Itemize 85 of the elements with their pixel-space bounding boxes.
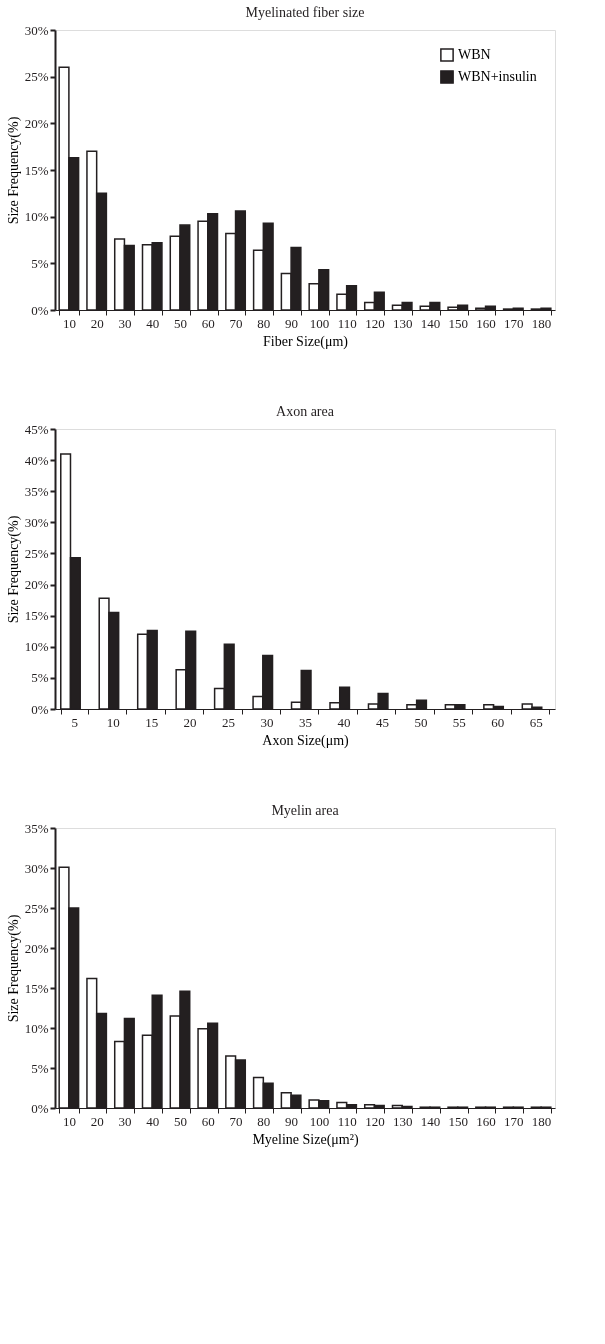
- y-tick-label: 15%: [24, 980, 49, 996]
- x-tick-label: 90: [285, 315, 299, 331]
- chart-title: Axon area: [276, 404, 335, 419]
- x-tick-label: 10: [62, 315, 76, 331]
- x-tick-label: 120: [365, 1113, 385, 1129]
- x-tick-label: 180: [531, 1113, 552, 1129]
- y-tick-label: 25%: [24, 545, 49, 561]
- y-tick-label: 25%: [24, 900, 49, 916]
- x-tick-label: 130: [392, 315, 413, 331]
- y-tick-label: 35%: [24, 820, 49, 836]
- y-axis-title: Size Frequency(%): [5, 116, 22, 225]
- x-tick-label: 5: [71, 714, 78, 730]
- legend-label: WBN: [458, 47, 491, 62]
- x-tick-label: 25: [222, 714, 236, 730]
- x-axis-title: Axon Size(μm): [262, 732, 350, 749]
- y-tick-label: 30%: [24, 22, 49, 38]
- y-tick-label: 5%: [31, 1060, 49, 1076]
- y-tick-label: 25%: [24, 69, 49, 85]
- x-tick-label: 70: [229, 1113, 243, 1129]
- x-tick-label: 140: [420, 1113, 441, 1129]
- x-tick-label: 60: [201, 315, 215, 331]
- x-tick-label: 100: [309, 315, 330, 331]
- x-tick-label: 110: [337, 1113, 357, 1129]
- y-tick-label: 20%: [24, 577, 49, 593]
- x-tick-label: 65: [529, 714, 543, 730]
- y-tick-label: 40%: [24, 452, 49, 468]
- y-tick-label: 5%: [31, 670, 49, 686]
- x-tick-label: 160: [476, 1113, 496, 1129]
- x-tick-label: 80: [257, 315, 271, 331]
- y-tick-label: 30%: [24, 514, 49, 530]
- x-tick-label: 60: [201, 1113, 215, 1129]
- x-tick-label: 45: [375, 714, 389, 730]
- y-axis-title: Size Frequency(%): [5, 515, 22, 624]
- x-axis-title: Fiber Size(μm): [263, 333, 349, 350]
- x-tick-label: 130: [392, 1113, 413, 1129]
- x-tick-label: 180: [531, 315, 552, 331]
- x-tick-label: 150: [448, 1113, 469, 1129]
- y-tick-label: 15%: [24, 608, 49, 624]
- legend-label: WBN+insulin: [458, 69, 537, 84]
- x-tick-label: 40: [146, 315, 160, 331]
- x-tick-label: 50: [414, 714, 428, 730]
- y-tick-label: 35%: [24, 483, 49, 499]
- x-tick-label: 50: [174, 1113, 187, 1129]
- chart-title: Myelin area: [271, 803, 340, 818]
- x-tick-label: 20: [90, 315, 104, 331]
- y-tick-label: 30%: [24, 860, 49, 876]
- x-tick-label: 100: [309, 1113, 330, 1129]
- x-tick-label: 20: [90, 1113, 104, 1129]
- x-tick-label: 120: [365, 315, 385, 331]
- y-tick-label: 0%: [31, 1100, 49, 1116]
- y-tick-label: 0%: [31, 302, 49, 318]
- y-tick-label: 20%: [24, 940, 49, 956]
- x-tick-label: 15: [145, 714, 159, 730]
- chart-title: Myelinated fiber size: [245, 5, 365, 20]
- x-tick-label: 160: [476, 315, 496, 331]
- x-tick-label: 40: [146, 1113, 160, 1129]
- x-tick-label: 110: [337, 315, 357, 331]
- y-tick-label: 20%: [24, 115, 49, 131]
- x-tick-label: 150: [448, 315, 469, 331]
- x-tick-label: 170: [504, 1113, 524, 1129]
- x-tick-label: 70: [229, 315, 243, 331]
- x-tick-label: 55: [452, 714, 466, 730]
- x-tick-label: 30: [260, 714, 274, 730]
- y-tick-label: 45%: [24, 421, 49, 437]
- x-tick-label: 30: [118, 315, 132, 331]
- x-tick-label: 10: [106, 714, 120, 730]
- x-tick-label: 35: [299, 714, 312, 730]
- y-tick-label: 5%: [31, 255, 49, 271]
- x-tick-label: 10: [62, 1113, 76, 1129]
- y-tick-label: 15%: [24, 162, 49, 178]
- x-tick-label: 140: [420, 315, 441, 331]
- x-tick-label: 20: [183, 714, 197, 730]
- y-tick-label: 10%: [24, 1020, 49, 1036]
- x-tick-label: 30: [118, 1113, 132, 1129]
- y-tick-label: 10%: [24, 209, 49, 225]
- x-tick-label: 40: [337, 714, 351, 730]
- x-tick-label: 60: [491, 714, 505, 730]
- y-axis-title: Size Frequency(%): [5, 914, 22, 1023]
- y-tick-label: 10%: [24, 639, 49, 655]
- x-axis-title: Myeline Size(μm²): [252, 1131, 359, 1148]
- x-tick-label: 90: [285, 1113, 299, 1129]
- x-tick-label: 170: [504, 315, 524, 331]
- y-tick-label: 0%: [31, 701, 49, 717]
- x-tick-label: 80: [257, 1113, 271, 1129]
- x-tick-label: 50: [174, 315, 187, 331]
